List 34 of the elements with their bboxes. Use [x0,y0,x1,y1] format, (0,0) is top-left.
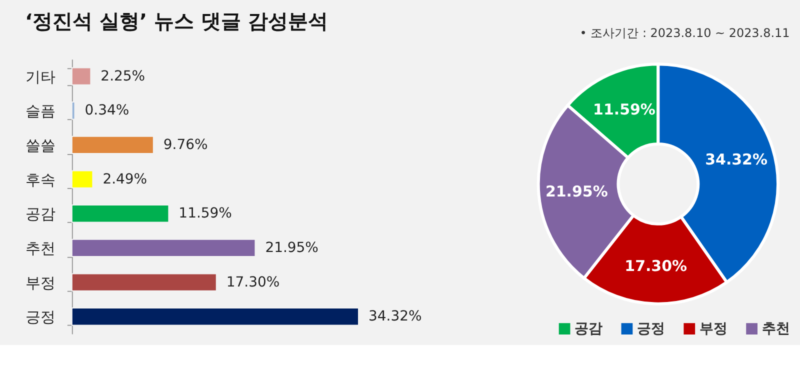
data-label: 0.34% [84,102,130,119]
bar [71,273,217,292]
y-tick-label: 추천 [25,239,56,258]
bar [71,238,256,258]
y-tick-label: 공감 [25,205,56,224]
y-tick-label: 후속 [25,170,56,189]
data-label: 11.59% [593,100,656,118]
data-label: 2.49% [102,171,148,188]
bar [71,136,154,154]
y-tick-label: 부정 [25,274,56,292]
bar [71,308,360,326]
bar [71,170,94,188]
data-label: 17.30% [226,274,280,290]
bar [71,102,76,120]
data-label: 34.32% [368,308,422,325]
data-label: 2.25% [100,68,146,84]
data-label: 11.59% [178,206,232,222]
text: • 조사기간 : 2023.8.10 ~ 2023.8.11 [580,26,790,40]
bar [71,204,170,223]
legend-label: 부정 [699,320,728,337]
data-label: 21.95% [265,240,318,256]
legend-label: 추천 [762,320,790,337]
data-label: 9.76% [163,136,208,153]
y-tick-label: 슬픔 [25,102,56,120]
y-tick-label: 기타 [25,68,56,86]
bar [71,67,92,86]
y-tick-label: 긍정 [25,308,56,326]
data-label: 34.32% [705,150,768,168]
data-label: 17.30% [624,256,687,275]
data-label: 21.95% [545,182,608,201]
y-tick-label: 쓸쓸 [25,136,56,154]
legend-label: 긍정 [636,320,665,337]
chart-title: ‘정진석 실형’ 뉴스 댓글 감성분석 [24,9,328,34]
legend-label: 공감 [574,320,603,337]
